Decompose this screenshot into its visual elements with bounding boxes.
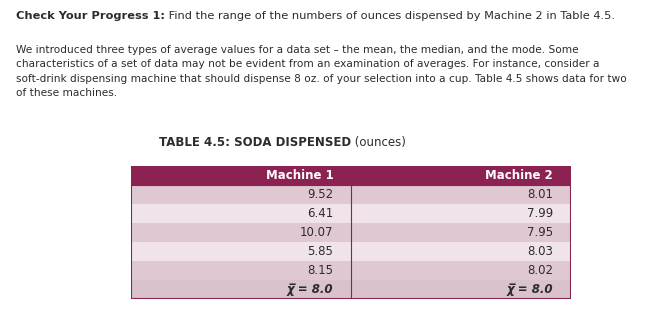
- FancyBboxPatch shape: [131, 261, 351, 280]
- Text: TABLE 4.5: SODA DISPENSED: TABLE 4.5: SODA DISPENSED: [159, 136, 351, 149]
- FancyBboxPatch shape: [131, 204, 351, 223]
- Text: (ounces): (ounces): [351, 136, 406, 149]
- FancyBboxPatch shape: [351, 280, 571, 299]
- Text: χ̅ = 8.0: χ̅ = 8.0: [287, 283, 333, 296]
- Text: 10.07: 10.07: [300, 226, 333, 239]
- FancyBboxPatch shape: [131, 223, 351, 242]
- FancyBboxPatch shape: [351, 185, 571, 204]
- Text: 7.95: 7.95: [527, 226, 553, 239]
- FancyBboxPatch shape: [131, 280, 351, 299]
- Text: 6.41: 6.41: [307, 207, 333, 220]
- Text: We introduced three types of average values for a data set – the mean, the media: We introduced three types of average val…: [16, 45, 627, 98]
- Text: 8.15: 8.15: [308, 264, 333, 277]
- FancyBboxPatch shape: [351, 223, 571, 242]
- FancyBboxPatch shape: [131, 166, 351, 185]
- FancyBboxPatch shape: [351, 166, 571, 185]
- Text: 5.85: 5.85: [308, 245, 333, 258]
- Text: 8.03: 8.03: [527, 245, 553, 258]
- FancyBboxPatch shape: [351, 204, 571, 223]
- FancyBboxPatch shape: [131, 185, 351, 204]
- FancyBboxPatch shape: [351, 261, 571, 280]
- FancyBboxPatch shape: [131, 242, 351, 261]
- Text: χ̅ = 8.0: χ̅ = 8.0: [506, 283, 553, 296]
- Text: 7.99: 7.99: [527, 207, 553, 220]
- Text: Machine 2: Machine 2: [485, 169, 553, 182]
- Text: 8.01: 8.01: [527, 188, 553, 201]
- FancyBboxPatch shape: [351, 242, 571, 261]
- Text: 9.52: 9.52: [307, 188, 333, 201]
- Text: Check Your Progress 1:: Check Your Progress 1:: [16, 11, 165, 21]
- Text: Find the range of the numbers of ounces dispensed by Machine 2 in Table 4.5.: Find the range of the numbers of ounces …: [165, 11, 615, 21]
- Text: 8.02: 8.02: [527, 264, 553, 277]
- Text: Machine 1: Machine 1: [266, 169, 333, 182]
